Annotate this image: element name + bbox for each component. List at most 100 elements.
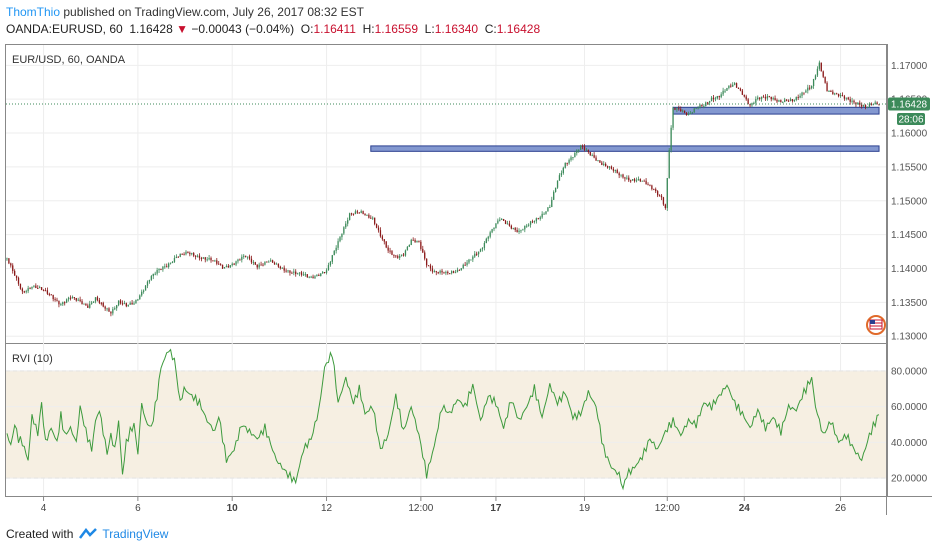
candle-body	[387, 247, 389, 251]
rvi-axis-ticks: 80.0000 60.0000 40.0000 20.0000	[891, 366, 928, 484]
candle-body	[807, 87, 809, 91]
candle-body	[454, 272, 457, 274]
candle-body	[418, 240, 420, 242]
time-tick-label: 12:00	[408, 503, 433, 514]
candle-body	[780, 100, 782, 103]
publish-header: ThomThio published on TradingView.com, J…	[6, 5, 364, 19]
candle-body	[770, 96, 772, 100]
candle-body	[472, 256, 474, 260]
candle-body	[379, 230, 382, 237]
price-tick-label: 1.13500	[891, 298, 928, 309]
candle-body	[755, 99, 757, 103]
tradingview-brand[interactable]: TradingView	[79, 527, 168, 541]
candle-body	[462, 264, 464, 269]
candle-body	[81, 301, 83, 305]
price-pane-title: EUR/USD, 60, OANDA	[12, 54, 126, 66]
candle-body	[402, 254, 405, 256]
candle-body	[150, 276, 153, 280]
candle-body	[281, 267, 283, 269]
candle-body	[672, 107, 674, 128]
candle-body	[406, 246, 409, 251]
candle-body	[239, 259, 241, 261]
candle-body	[816, 68, 819, 76]
candle-body	[712, 97, 715, 100]
candle-body	[603, 163, 605, 165]
candle-body	[308, 276, 310, 278]
candle-body	[381, 236, 384, 240]
candle-body	[341, 233, 343, 238]
candle-body	[335, 247, 337, 251]
candle-body	[841, 95, 844, 97]
candle-body	[718, 96, 720, 98]
candle-body	[749, 104, 751, 106]
candle-body	[805, 90, 807, 93]
candle-body	[71, 297, 74, 299]
candle-body	[510, 225, 513, 229]
candle-body	[252, 262, 255, 264]
down-arrow-icon: ▼	[176, 22, 188, 36]
price-tick-label: 1.13000	[891, 332, 928, 343]
candle-body	[549, 207, 551, 209]
candle-body	[487, 236, 489, 239]
candle-body	[724, 90, 726, 92]
candle-body	[693, 108, 695, 113]
candle-body	[772, 98, 774, 100]
tradingview-brand-label: TradingView	[102, 527, 169, 541]
candle-body	[443, 272, 445, 274]
candle-body	[782, 102, 784, 104]
candle-body	[223, 267, 226, 269]
candle-body	[531, 221, 534, 223]
candle-body	[318, 275, 320, 277]
candle-body	[570, 157, 572, 160]
candle-body	[495, 223, 497, 229]
candle-body	[810, 86, 813, 89]
candle-body	[135, 299, 137, 304]
candle-body	[720, 94, 722, 98]
candle-body	[576, 150, 578, 154]
candle-body	[243, 255, 245, 257]
candle-body	[69, 297, 72, 299]
author-link[interactable]: ThomThio	[6, 5, 61, 19]
candle-body	[44, 290, 47, 292]
candle-body	[691, 112, 693, 114]
candle-body	[789, 99, 792, 102]
candle-body	[21, 288, 24, 292]
candle-body	[310, 276, 312, 278]
candle-body	[304, 274, 307, 276]
rvi-series	[6, 348, 880, 491]
candle-body	[760, 96, 763, 99]
horizontal-zones	[370, 106, 880, 152]
candle-body	[526, 225, 528, 227]
candle-body	[271, 260, 274, 263]
candle-body	[599, 160, 601, 163]
candle-body	[726, 87, 728, 91]
candle-body	[739, 88, 742, 91]
time-tick-label: 4	[41, 503, 47, 514]
candle-body	[574, 153, 576, 157]
rvi-grid	[6, 370, 886, 479]
candle-body	[312, 276, 314, 279]
candle-body	[200, 258, 203, 260]
candle-body	[762, 96, 765, 98]
rvi-tick-label: 60.0000	[891, 402, 928, 413]
candle-body	[445, 271, 447, 274]
candle-body	[166, 266, 168, 268]
candle-body	[383, 239, 385, 242]
candle-body	[655, 189, 657, 192]
rvi-tick-label: 40.0000	[891, 438, 928, 449]
candle-body	[221, 264, 224, 269]
candle-body	[262, 264, 264, 266]
candle-body	[506, 223, 509, 225]
candle-body	[102, 302, 104, 307]
candle-body	[732, 84, 734, 87]
candle-body	[830, 90, 832, 92]
candle-body	[518, 230, 520, 233]
candle-body	[562, 167, 564, 174]
candle-body	[268, 261, 270, 263]
candle-body	[322, 272, 324, 274]
candle-body	[680, 109, 682, 112]
candle-body	[793, 99, 795, 102]
candle-body	[543, 213, 545, 215]
candle-body	[776, 100, 778, 102]
